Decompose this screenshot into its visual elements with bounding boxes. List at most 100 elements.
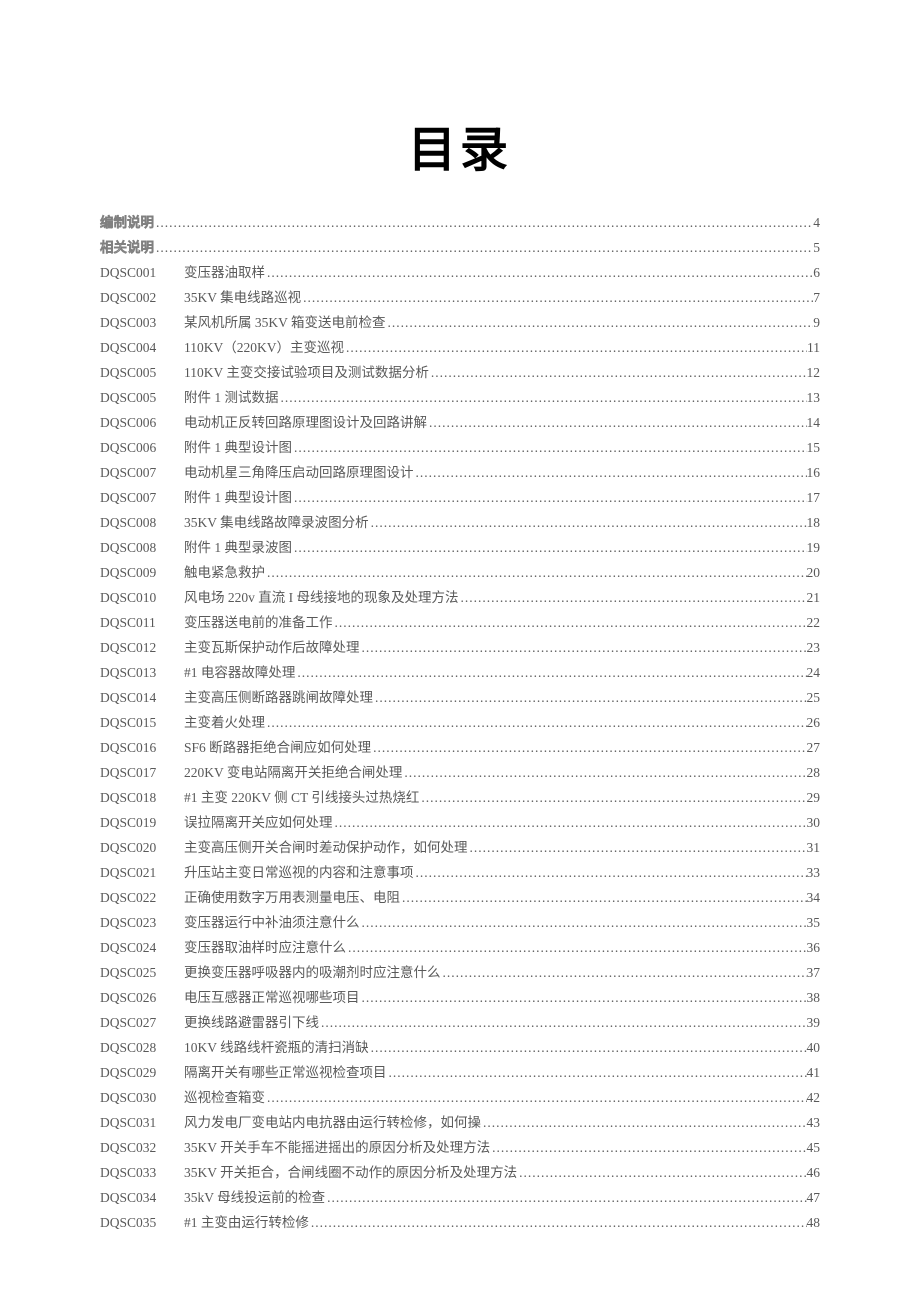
toc-entry-dots [400, 885, 807, 910]
toc-entry[interactable]: DQSC021升压站主变日常巡视的内容和注意事项33 [100, 860, 820, 885]
toc-entry[interactable]: DQSC006电动机正反转回路原理图设计及回路讲解14 [100, 410, 820, 435]
toc-entry[interactable]: DQSC015主变着火处理26 [100, 710, 820, 735]
toc-entry[interactable]: DQSC009触电紧急救护20 [100, 560, 820, 585]
toc-entry[interactable]: DQSC00835KV 集电线路故障录波图分析 18 [100, 510, 820, 535]
toc-entry[interactable]: DQSC03435kV 母线投运前的检查47 [100, 1185, 820, 1210]
toc-entry[interactable]: DQSC011变压器送电前的准备工作22 [100, 610, 820, 635]
toc-entry[interactable]: 编制说明4 [100, 210, 820, 235]
toc-entry[interactable]: DQSC007附件 1 典型设计图17 [100, 485, 820, 510]
toc-entry[interactable]: DQSC016SF6 断路器拒绝合闸应如何处理27 [100, 735, 820, 760]
toc-entry-page: 18 [807, 510, 821, 535]
toc-entry-dots [490, 1135, 806, 1160]
toc-entry[interactable]: DQSC019误拉隔离开关应如何处理30 [100, 810, 820, 835]
toc-entry[interactable]: DQSC010风电场 220v 直流 I 母线接地的现象及处理方法 21 [100, 585, 820, 610]
toc-entry[interactable]: DQSC012主变瓦斯保护动作后故障处理23 [100, 635, 820, 660]
toc-entry-page: 31 [807, 835, 821, 860]
toc-entry-dots [414, 460, 807, 485]
toc-entry-title: 更换变压器呼吸器内的吸潮剂时应注意什么 [184, 960, 441, 985]
toc-entry-dots [325, 1185, 806, 1210]
toc-entry-code: DQSC023 [100, 910, 184, 935]
toc-entry-code: DQSC014 [100, 685, 184, 710]
toc-entry[interactable]: DQSC023变压器运行中补油须注意什么35 [100, 910, 820, 935]
toc-entry-dots [333, 810, 807, 835]
toc-entry[interactable]: DQSC026电压互感器正常巡视哪些项目38 [100, 985, 820, 1010]
toc-entry-page: 25 [807, 685, 821, 710]
toc-entry[interactable]: DQSC020主变高压侧开关合闸时差动保护动作，如何处理31 [100, 835, 820, 860]
toc-entry-page: 47 [807, 1185, 821, 1210]
toc-entry[interactable]: DQSC030巡视检查箱变42 [100, 1085, 820, 1110]
toc-entry-code: DQSC008 [100, 510, 184, 535]
toc-entry-title: 编制说明 [100, 210, 154, 235]
toc-entry-code: DQSC031 [100, 1110, 184, 1135]
toc-entry-dots [265, 260, 813, 285]
toc-entry[interactable]: DQSC006附件 1 典型设计图15 [100, 435, 820, 460]
toc-entry-title: SF6 断路器拒绝合闸应如何处理 [184, 735, 371, 760]
toc-entry-page: 40 [807, 1035, 821, 1060]
toc-entry-page: 21 [807, 585, 821, 610]
toc-entry[interactable]: DQSC005110KV 主变交接试验项目及测试数据分析12 [100, 360, 820, 385]
toc-entry[interactable]: DQSC029隔离开关有哪些正常巡视检查项目41 [100, 1060, 820, 1085]
toc-container: 编制说明4相关说明5DQSC001变压器油取样6DQSC00235KV 集电线路… [100, 210, 820, 1235]
toc-entry-title: 35KV 集电线路故障录波图分析 [184, 510, 369, 535]
toc-entry-title: 触电紧急救护 [184, 560, 265, 585]
toc-entry-code: DQSC030 [100, 1085, 184, 1110]
toc-entry[interactable]: DQSC03235KV 开关手车不能摇进摇出的原因分析及处理方法45 [100, 1135, 820, 1160]
toc-entry-dots [295, 660, 806, 685]
toc-entry[interactable]: DQSC02810KV 线路线杆瓷瓶的清扫消缺40 [100, 1035, 820, 1060]
toc-entry-page: 14 [807, 410, 821, 435]
toc-entry[interactable]: DQSC031风力发电厂变电站内电抗器由运行转检修，如何操 43 [100, 1110, 820, 1135]
toc-entry-dots [344, 335, 807, 360]
toc-entry-title: 主变高压侧断路器跳闸故障处理 [184, 685, 373, 710]
toc-entry[interactable]: DQSC025更换变压器呼吸器内的吸潮剂时应注意什么37 [100, 960, 820, 985]
toc-entry[interactable]: DQSC03335KV 开关拒合，合闸线圈不动作的原因分析及处理方法46 [100, 1160, 820, 1185]
toc-entry-title: 35KV 开关拒合，合闸线圈不动作的原因分析及处理方法 [184, 1160, 517, 1185]
toc-entry[interactable]: DQSC017220KV 变电站隔离开关拒绝合闸处理28 [100, 760, 820, 785]
toc-entry-dots [441, 960, 807, 985]
toc-entry[interactable]: DQSC027更换线路避雷器引下线39 [100, 1010, 820, 1035]
toc-entry-code: DQSC005 [100, 385, 184, 410]
toc-entry-code: DQSC006 [100, 410, 184, 435]
toc-entry-code: DQSC010 [100, 585, 184, 610]
toc-entry-dots [402, 760, 806, 785]
toc-entry[interactable]: DQSC024变压器取油样时应注意什么36 [100, 935, 820, 960]
toc-entry-code: DQSC009 [100, 560, 184, 585]
toc-entry-dots [369, 1035, 807, 1060]
toc-entry-page: 9 [813, 310, 820, 335]
toc-entry-page: 43 [807, 1110, 821, 1135]
toc-entry-code: DQSC004 [100, 335, 184, 360]
toc-entry[interactable]: DQSC007电动机星三角降压启动回路原理图设计16 [100, 460, 820, 485]
toc-entry-dots [265, 1085, 807, 1110]
toc-entry-page: 41 [807, 1060, 821, 1085]
toc-entry[interactable]: DQSC018#1 主变 220KV 侧 CT 引线接头过热烧红29 [100, 785, 820, 810]
toc-entry-page: 42 [807, 1085, 821, 1110]
toc-entry[interactable]: DQSC001变压器油取样6 [100, 260, 820, 285]
toc-entry[interactable]: DQSC003某风机所属 35KV 箱变送电前检查9 [100, 310, 820, 335]
toc-entry[interactable]: DQSC005附件 1 测试数据13 [100, 385, 820, 410]
toc-entry-title: 110KV（220KV）主变巡视 [184, 335, 344, 360]
toc-entry-code: DQSC016 [100, 735, 184, 760]
toc-entry-title: 电压互感器正常巡视哪些项目 [184, 985, 360, 1010]
toc-entry-page: 17 [807, 485, 821, 510]
toc-entry[interactable]: DQSC013#1 电容器故障处理24 [100, 660, 820, 685]
toc-entry[interactable]: DQSC014主变高压侧断路器跳闸故障处理 25 [100, 685, 820, 710]
toc-entry-title: 主变着火处理 [184, 710, 265, 735]
toc-entry-title: #1 主变由运行转检修 [184, 1210, 309, 1235]
toc-entry-page: 28 [807, 760, 821, 785]
toc-entry-title: 附件 1 测试数据 [184, 385, 279, 410]
toc-entry-page: 23 [807, 635, 821, 660]
toc-entry[interactable]: DQSC00235KV 集电线路巡视7 [100, 285, 820, 310]
toc-entry[interactable]: DQSC004110KV（220KV）主变巡视11 [100, 335, 820, 360]
toc-entry-title: 电动机星三角降压启动回路原理图设计 [184, 460, 414, 485]
toc-entry-dots [481, 1110, 807, 1135]
toc-entry[interactable]: DQSC008附件 1 典型录波图19 [100, 535, 820, 560]
toc-entry-title: 正确使用数字万用表测量电压、电阻 [184, 885, 400, 910]
toc-entry[interactable]: DQSC022正确使用数字万用表测量电压、电阻34 [100, 885, 820, 910]
toc-entry[interactable]: DQSC035#1 主变由运行转检修48 [100, 1210, 820, 1235]
toc-entry-code: DQSC001 [100, 260, 184, 285]
toc-entry[interactable]: 相关说明5 [100, 235, 820, 260]
toc-entry-page: 29 [807, 785, 821, 810]
toc-entry-title: 变压器送电前的准备工作 [184, 610, 333, 635]
toc-entry-title: 风电场 220v 直流 I 母线接地的现象及处理方法 [184, 585, 459, 610]
toc-entry-title: 风力发电厂变电站内电抗器由运行转检修，如何操 [184, 1110, 481, 1135]
toc-entry-page: 48 [807, 1210, 821, 1235]
